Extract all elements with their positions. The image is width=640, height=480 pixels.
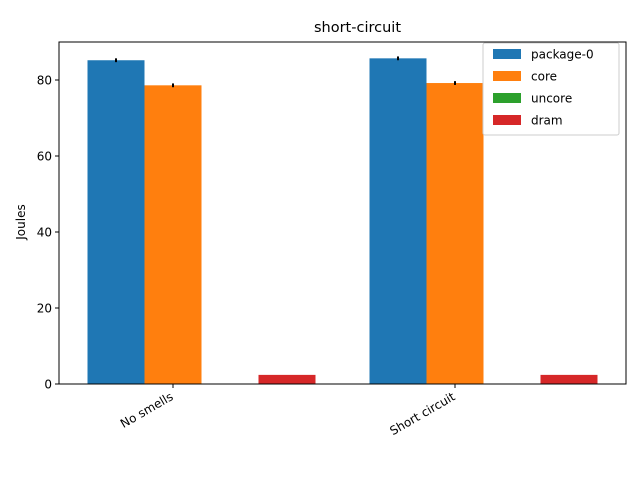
bar-core xyxy=(426,83,484,384)
legend-label-dram: dram xyxy=(531,114,563,128)
y-tick-label: 0 xyxy=(44,378,52,392)
bar-dram xyxy=(258,374,316,384)
legend: package-0 core uncore dram xyxy=(482,42,620,136)
legend-label-package-0: package-0 xyxy=(531,48,594,62)
bar-dram xyxy=(540,374,598,384)
x-axis: No smells Short circuit xyxy=(118,384,458,438)
bar-package-0 xyxy=(87,60,145,385)
bar-package-0 xyxy=(369,58,427,385)
y-tick-label: 40 xyxy=(37,226,52,240)
bars-layer xyxy=(87,58,598,385)
legend-swatch-dram xyxy=(493,115,521,125)
chart-title: short-circuit xyxy=(314,20,401,36)
error-bars-layer xyxy=(115,56,456,88)
plot-area-frame xyxy=(58,41,627,385)
y-axis: 0 20 40 60 80 xyxy=(37,74,59,392)
bar-core xyxy=(144,85,202,384)
y-tick-label: 80 xyxy=(37,74,52,88)
y-tick-label: 20 xyxy=(37,302,52,316)
legend-swatch-core xyxy=(493,71,521,81)
y-axis-label: Joules xyxy=(14,204,28,240)
legend-label-core: core xyxy=(531,70,557,84)
legend-box xyxy=(482,42,620,136)
x-tick-label: No smells xyxy=(118,389,176,430)
x-tick-label: Short circuit xyxy=(387,389,457,438)
legend-swatch-uncore xyxy=(493,93,521,103)
legend-label-uncore: uncore xyxy=(531,92,572,106)
legend-swatch-package-0 xyxy=(493,49,521,59)
y-tick-label: 60 xyxy=(37,150,52,164)
